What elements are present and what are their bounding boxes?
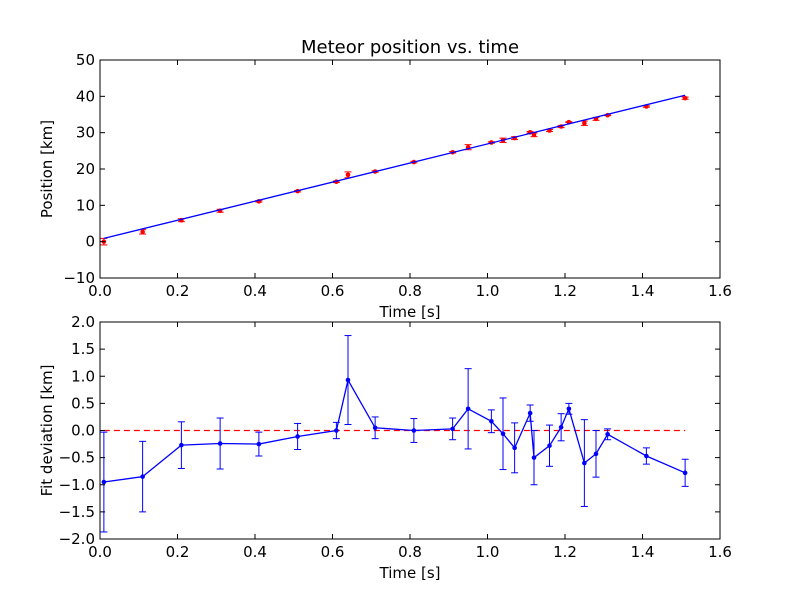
data-point — [334, 428, 339, 433]
y-tick-label: −0.5 — [59, 449, 95, 467]
chart-2: 0.0 0.2 0.4 0.6 0.8 1.0 1.2 1.4 1.6 −2.0 −1.5 −1.0 −… — [38, 313, 732, 582]
y-tick-label: 30 — [76, 124, 95, 142]
y-tick-label: 50 — [76, 51, 95, 69]
data-point — [582, 460, 587, 466]
data-point — [527, 410, 533, 416]
data-point — [140, 474, 145, 479]
x-tick-label: 1.2 — [553, 543, 577, 561]
data-point — [512, 445, 517, 451]
x-tick-label: 0.2 — [166, 282, 190, 300]
x-tick-label: 0.0 — [88, 543, 112, 561]
data-point — [531, 132, 537, 138]
x-tick-label: 0.8 — [398, 282, 422, 300]
x-tick-label: 0.6 — [321, 282, 345, 300]
data-point — [644, 453, 649, 459]
x-tick-label: 1.6 — [708, 282, 732, 300]
data-point — [450, 426, 455, 432]
x-tick-label: 1.0 — [476, 282, 500, 300]
x-tick-label: 0.2 — [166, 543, 190, 561]
x-tick-label: 0.0 — [88, 282, 112, 300]
data-point — [140, 229, 145, 235]
data-point — [345, 172, 351, 178]
y-tick-label: 10 — [76, 196, 95, 214]
chart-1: Meteor position vs. time 0.0 0.2 0.4 0.6 0.8 1… — [38, 37, 732, 321]
x-tick-label: 1.6 — [708, 543, 732, 561]
data-point — [605, 431, 610, 437]
data-point — [295, 434, 300, 439]
y-axis-label: Fit deviation [km] — [38, 365, 56, 497]
data-point — [558, 424, 564, 430]
data-point — [682, 95, 688, 101]
fit-line — [103, 94, 686, 240]
x-tick-label: 0.4 — [243, 282, 267, 300]
x-tick-label: 0.8 — [398, 543, 422, 561]
chart-title: Meteor position vs. time — [301, 37, 519, 58]
y-tick-label: −1.5 — [59, 503, 95, 521]
data-point — [566, 406, 572, 412]
x-tick-label: 0.4 — [243, 543, 267, 561]
data-point — [179, 442, 184, 448]
data-point — [593, 451, 599, 457]
series-errorbar-line — [100, 335, 689, 533]
y-tick-label: 1.5 — [71, 340, 95, 358]
data-point — [489, 418, 494, 424]
y-tick-label: 0.5 — [71, 394, 95, 412]
x-axis-label: Time [s] — [379, 303, 441, 321]
series-fit-line — [103, 94, 686, 240]
data-point — [101, 479, 107, 485]
x-tick-label: 1.2 — [553, 282, 577, 300]
plots: Meteor position vs. time 0.0 0.2 0.4 0.6 0.8 1… — [38, 37, 732, 582]
data-point — [411, 428, 417, 433]
data-point — [682, 470, 688, 476]
x-tick-label: 1.0 — [476, 543, 500, 561]
x-axis-label: Time [s] — [379, 564, 441, 582]
y-axis-label: Position [km] — [38, 120, 56, 218]
data-point — [465, 406, 471, 412]
data-point — [372, 425, 378, 431]
data-point — [547, 443, 552, 448]
x-tick-label: 0.6 — [321, 543, 345, 561]
y-tick-label: 20 — [76, 160, 95, 178]
data-point — [217, 441, 223, 446]
data-point — [500, 431, 506, 437]
data-point — [345, 377, 351, 383]
y-tick-label: 2.0 — [71, 313, 95, 331]
y-tick-label: −1.0 — [59, 476, 95, 494]
x-tick-label: 1.4 — [631, 282, 655, 300]
y-tick-label: 0 — [85, 233, 95, 251]
x-tick-label: 1.4 — [631, 543, 655, 561]
y-tick-label: 40 — [76, 87, 95, 105]
data-point — [531, 455, 537, 460]
y-tick-label: 0.0 — [71, 422, 95, 440]
y-tick-label: −10 — [63, 269, 95, 287]
y-tick-label: −2.0 — [59, 530, 95, 548]
y-tick-label: 1.0 — [71, 367, 95, 385]
data-point — [256, 441, 262, 447]
data-point — [582, 120, 587, 126]
